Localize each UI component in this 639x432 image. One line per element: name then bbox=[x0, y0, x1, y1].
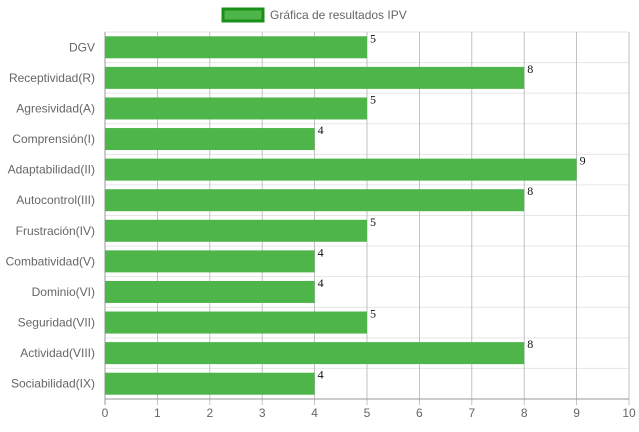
x-tick-labels: 0 1 2 3 4 5 6 7 8 9 10 bbox=[102, 406, 636, 420]
value-label: 4 bbox=[318, 368, 324, 382]
value-label: 4 bbox=[318, 276, 324, 290]
value-label: 5 bbox=[370, 92, 376, 106]
x-tick-label: 5 bbox=[364, 406, 371, 420]
bar[interactable] bbox=[105, 250, 315, 273]
category-label: Combatividad(V) bbox=[6, 254, 95, 268]
value-label: 5 bbox=[370, 215, 376, 229]
category-label: Actividad(VIII) bbox=[20, 346, 95, 360]
x-tick-label: 7 bbox=[468, 406, 475, 420]
legend-label: Gráfica de resultados IPV bbox=[270, 8, 407, 22]
bar[interactable] bbox=[105, 342, 525, 365]
bar[interactable] bbox=[105, 158, 577, 181]
category-label: Dominio(VI) bbox=[32, 285, 95, 299]
x-tick-label: 1 bbox=[154, 406, 161, 420]
x-tick-label: 6 bbox=[416, 406, 423, 420]
x-tick-label: 0 bbox=[102, 406, 109, 420]
bar[interactable] bbox=[105, 189, 525, 212]
category-label: Frustración(IV) bbox=[16, 224, 95, 238]
value-label: 5 bbox=[370, 31, 376, 45]
category-label: Seguridad(VII) bbox=[18, 316, 95, 330]
bar[interactable] bbox=[105, 97, 367, 120]
bars bbox=[105, 36, 577, 395]
x-tick-label: 2 bbox=[206, 406, 213, 420]
bar[interactable] bbox=[105, 311, 367, 334]
legend[interactable]: Gráfica de resultados IPV bbox=[221, 7, 407, 23]
value-label: 8 bbox=[527, 62, 533, 76]
x-tick-label: 9 bbox=[573, 406, 580, 420]
category-label: Agresividad(A) bbox=[16, 101, 95, 115]
category-label: Comprensión(I) bbox=[12, 132, 95, 146]
value-label: 4 bbox=[318, 245, 324, 259]
x-tick-label: 3 bbox=[259, 406, 266, 420]
value-label: 4 bbox=[318, 123, 324, 137]
bar[interactable] bbox=[105, 280, 315, 303]
category-label: Autocontrol(III) bbox=[16, 193, 95, 207]
category-label: Sociabilidad(IX) bbox=[11, 377, 95, 391]
category-label: Adaptabilidad(II) bbox=[8, 163, 95, 177]
category-labels: DGV Receptividad(R) Agresividad(A) Comprens… bbox=[6, 40, 95, 390]
bar[interactable] bbox=[105, 128, 315, 151]
bar[interactable] bbox=[105, 66, 525, 89]
x-tick-label: 4 bbox=[311, 406, 318, 420]
category-label: DGV bbox=[69, 40, 95, 54]
category-label: Receptividad(R) bbox=[9, 71, 95, 85]
value-labels: 5 8 5 4 9 8 5 4 4 5 8 4 bbox=[318, 31, 586, 381]
legend-swatch bbox=[221, 7, 265, 23]
bar[interactable] bbox=[105, 372, 315, 395]
x-tick-label: 8 bbox=[521, 406, 528, 420]
value-label: 8 bbox=[527, 184, 533, 198]
bar[interactable] bbox=[105, 219, 367, 242]
x-tick-label: 10 bbox=[622, 406, 636, 420]
value-label: 8 bbox=[527, 337, 533, 351]
bar[interactable] bbox=[105, 36, 367, 59]
value-label: 9 bbox=[580, 154, 586, 168]
value-label: 5 bbox=[370, 307, 376, 321]
